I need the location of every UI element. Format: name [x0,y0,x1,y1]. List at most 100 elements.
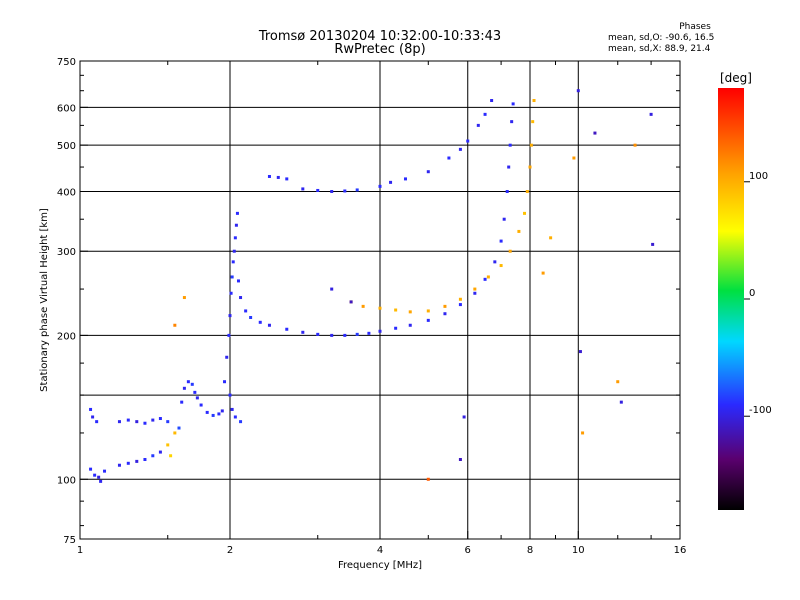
data-point [239,296,243,300]
x-tick-label: 10 [572,545,585,556]
data-point [378,306,382,310]
data-point [229,291,233,295]
data-point [447,156,451,160]
data-point [633,143,637,147]
y-tick-label: 750 [57,57,76,68]
data-point [301,330,305,334]
data-point [195,396,199,400]
data-point [483,112,487,116]
data-point [367,331,371,335]
data-point [233,236,237,240]
data-point [508,249,512,253]
data-point [231,260,235,264]
data-point [158,417,162,421]
y-tick-label: 100 [57,475,76,486]
data-point [182,386,186,390]
data-point [158,450,162,454]
data-point [135,420,139,424]
x-tick-label: 8 [527,545,533,556]
data-point [355,332,359,336]
data-point [135,459,139,463]
data-point [523,211,527,215]
data-point [199,403,203,407]
data-point [443,304,447,308]
data-point [408,323,412,327]
data-point [549,236,553,240]
data-point [505,189,509,193]
data-point [258,320,262,324]
data-point [426,477,430,481]
data-point [483,277,487,281]
data-point [394,308,398,312]
chart-subtitle: RwPretec (8p) [334,42,425,57]
data-point [205,410,209,414]
data-point [651,242,655,246]
data-point [426,309,430,313]
data-point [361,304,365,308]
data-point [541,271,545,275]
x-tick-label: 2 [227,545,233,556]
data-point [173,323,177,327]
data-point [426,170,430,174]
y-tick-label: 600 [57,103,76,114]
data-point [230,407,234,411]
data-point [316,332,320,336]
data-point [529,143,533,147]
colorbar-unit-label: [deg] [720,71,752,85]
data-point [301,187,305,191]
data-point [236,279,240,283]
data-point [93,473,97,477]
data-point [249,315,253,319]
data-point [267,174,271,178]
data-point [426,318,430,322]
data-point [343,333,347,337]
colorbar-ticks: 100 0 -100 [744,171,772,417]
data-point [230,275,234,279]
data-point [190,382,194,386]
data-point [193,390,197,394]
data-point [508,143,512,147]
data-point [182,296,186,300]
data-point [228,314,232,318]
x-tick-label: 6 [465,545,471,556]
data-point [458,303,462,307]
data-point [173,431,177,435]
x-tick-label: 4 [377,545,383,556]
data-point [572,156,576,160]
data-point [458,147,462,151]
data-point [234,223,238,227]
data-point [217,412,221,416]
data-point [490,99,494,103]
data-point [502,217,506,221]
data-point [285,327,289,331]
y-axis-label: Stationary phase Virtual Height [km] [39,208,50,392]
data-point [151,454,155,458]
y-tick-label: 75 [63,535,76,546]
data-point [581,431,585,435]
data-point [408,310,412,314]
data-point [394,326,398,330]
y-tick-label: 500 [57,141,76,152]
data-point [576,89,580,93]
colorbar-tick-label: -100 [749,405,772,416]
data-point [378,329,382,333]
data-point [91,415,95,419]
data-point [355,188,359,192]
data-point [89,467,93,471]
phase-info-o-line: mean, sd,O: -90.6, 16.5 [608,33,715,43]
data-point [143,421,147,425]
y-tick-label: 200 [57,331,76,342]
data-point [186,380,190,384]
data-point [235,211,239,215]
data-point [180,400,184,404]
data-point [166,420,170,424]
data-point [649,112,653,116]
data-point [349,300,353,304]
data-point [117,420,121,424]
data-point [466,139,470,143]
data-point [330,287,334,291]
data-point [510,120,514,124]
data-point [95,420,99,424]
x-tick-label: 16 [674,545,687,556]
